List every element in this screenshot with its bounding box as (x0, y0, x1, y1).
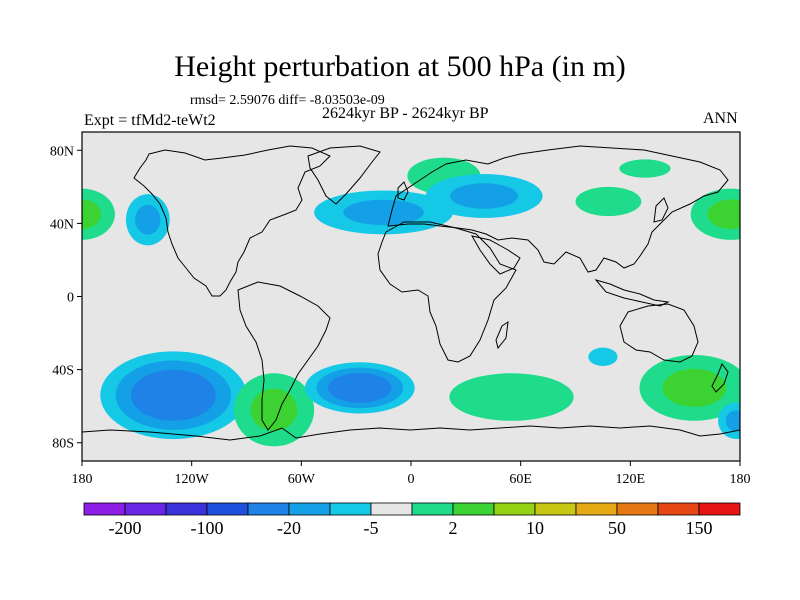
colorbar-swatch (165, 502, 208, 516)
lon-tick-label: 60E (509, 472, 532, 487)
lat-tick-label: 40N (50, 217, 74, 232)
coastline-arabia (471, 235, 521, 275)
coastline-indonesia (594, 279, 670, 307)
lon-tick-label: 180 (72, 472, 93, 487)
colorbar-label: 2 (449, 518, 458, 538)
colorbar-label: 50 (608, 518, 626, 538)
anomaly-s-atlantic-neg-core2 (328, 373, 392, 403)
anomaly-nz-pos-core1 (662, 368, 727, 407)
anomaly-asia-pos (575, 186, 642, 217)
coastline-north-america (133, 145, 331, 297)
lat-tick-label: 80S (52, 437, 74, 452)
coastline-australia (619, 303, 699, 363)
colorbar-label: -5 (364, 518, 379, 538)
coastline-antarctica (82, 425, 740, 441)
coastline-south-america (237, 281, 331, 431)
coastline-eurasia (387, 145, 729, 273)
coastline-uk (397, 181, 409, 201)
colorbar-swatch (534, 502, 577, 516)
anomaly-ne-pacific-pos-core1 (707, 199, 740, 230)
anomaly-siberia-neg-core1 (450, 183, 519, 209)
colorbar-swatch (247, 502, 290, 516)
anomaly-n-atlantic-neg-core1 (343, 199, 424, 226)
lon-tick-label: 0 (408, 472, 415, 487)
coastlines (82, 145, 740, 441)
anomaly-n-pacific-neg-core1 (135, 204, 161, 235)
coastline-japan (653, 197, 669, 223)
colorbar-swatch (493, 502, 536, 516)
anomaly-arctic-pos (619, 159, 671, 178)
coastline-africa (377, 221, 517, 363)
anomaly-s-pacific-neg-core2 (130, 369, 216, 421)
lon-tick-label: 120E (616, 472, 646, 487)
anomaly-australia-neg (588, 347, 618, 366)
colorbar-swatch (370, 502, 413, 516)
anomaly-s-indian-pos (449, 373, 574, 421)
figure-title: Height perturbation at 500 hPa (in m) (174, 50, 626, 83)
anomaly-nw-pacific-pos-core1 (82, 199, 102, 230)
colorbar-swatch (575, 502, 618, 516)
lat-tick-label: 80N (50, 144, 74, 159)
lon-tick-label: 180 (730, 472, 751, 487)
coastline-new-zealand (711, 362, 729, 393)
season-label: ANN (703, 110, 738, 127)
anomaly-s-america-pos-core1 (250, 388, 298, 432)
coastline-greenland (307, 145, 381, 205)
colorbar-swatch (452, 502, 495, 516)
lon-tick-label: 60W (288, 472, 316, 487)
coastline-madagascar (495, 320, 509, 350)
colorbar-swatch (698, 502, 741, 516)
colorbar-swatch (657, 502, 700, 516)
colorbar: -200 -100 -20 -5 2 10 50 150 (83, 502, 741, 538)
anomaly-sw-pacific-neg-core1 (725, 410, 740, 432)
colorbar-swatch (288, 502, 331, 516)
lat-tick-label: 40S (52, 364, 74, 379)
experiment-label: Expt = tfMd2-teWt2 (84, 112, 216, 129)
stats-line: rmsd= 2.59076 diff= -8.03503e-09 (190, 93, 385, 108)
colorbar-label: -20 (277, 518, 301, 538)
colorbar-swatch (411, 502, 454, 516)
lat-tick-label: 0 (67, 291, 74, 306)
colorbar-swatch (83, 502, 126, 516)
colorbar-label: 10 (526, 518, 544, 538)
colorbar-swatch (616, 502, 659, 516)
colorbar-swatch (329, 502, 372, 516)
colorbar-label: -200 (109, 518, 142, 538)
map-axes: 80N 40N 0 40S 80S 180 120W 60W 0 60E 120E 180 (50, 144, 751, 487)
colorbar-label: 150 (686, 518, 713, 538)
period-label: 2624kyr BP - 2624kyr BP (322, 105, 489, 122)
colorbar-label: -100 (191, 518, 224, 538)
colorbar-swatch (124, 502, 167, 516)
colorbar-swatch (206, 502, 249, 516)
lon-tick-label: 120W (175, 472, 210, 487)
anomaly-layer (82, 157, 740, 447)
